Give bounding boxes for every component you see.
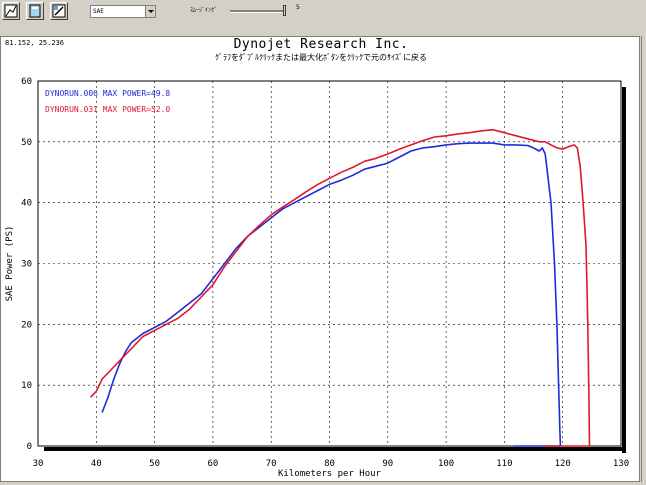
smoothing-label: ｽﾑｰｼﾞｲﾝｸﾞ — [190, 7, 218, 14]
settings-icon — [52, 4, 66, 18]
plot-shadow-right — [622, 87, 626, 453]
series-line-2 — [89, 128, 591, 447]
y-tick-label: 40 — [21, 199, 32, 209]
plot-shadow-bottom — [44, 447, 625, 451]
correction-select[interactable]: SAE — [90, 5, 156, 18]
x-tick-label: 40 — [91, 459, 102, 469]
y-tick-label: 10 — [21, 381, 32, 391]
x-tick-label: 60 — [207, 459, 218, 469]
x-tick-label: 30 — [33, 459, 44, 469]
page-subtitle: ｸﾞﾗﾌをﾀﾞﾌﾞﾙｸﾘｯｸまたは最大化ﾎﾞﾀﾝをｸﾘｯｸで元のｻｲｽﾞに戻る — [215, 53, 427, 62]
x-tick-label: 50 — [149, 459, 160, 469]
y-tick-label: 30 — [21, 260, 32, 270]
graph-zoom-button[interactable] — [2, 2, 20, 20]
graph-window[interactable]: 81.152, 25.236 Dynojet Research Inc. ｸﾞﾗ… — [0, 36, 640, 482]
y-tick-label: 60 — [21, 77, 32, 87]
copy-button[interactable] — [26, 2, 44, 20]
smoothing-slider[interactable] — [230, 5, 288, 17]
series-line-1 — [101, 142, 562, 447]
chevron-down-icon[interactable] — [145, 6, 155, 17]
cursor-readout: 81.152, 25.236 — [5, 39, 65, 47]
graph-zoom-icon — [4, 4, 18, 18]
legend-entry-2: DYNORUN.031 MAX POWER=52.0 — [45, 105, 170, 114]
slider-track — [230, 10, 286, 13]
legend-entry-1: DYNORUN.006 MAX POWER=49.8 — [45, 89, 170, 98]
slider-thumb[interactable] — [283, 5, 286, 16]
x-tick-label: 70 — [266, 459, 277, 469]
x-tick-label: 110 — [496, 459, 512, 469]
copy-icon — [29, 4, 41, 18]
toolbar: SAE ｽﾑｰｼﾞｲﾝｸﾞ 5 — [0, 0, 646, 26]
x-tick-label: 120 — [555, 459, 571, 469]
settings-button[interactable] — [50, 2, 68, 20]
x-tick-label: 80 — [324, 459, 335, 469]
scrollbar[interactable] — [641, 36, 646, 482]
x-tick-label: 90 — [382, 459, 393, 469]
y-tick-label: 20 — [21, 320, 32, 330]
correction-select-value: SAE — [93, 8, 104, 15]
chart: 30 40 50 60 70 80 90 100 110 120 130 0 10 20 30 40 50 60 K… — [5, 77, 629, 479]
y-axis-label: SAE Power (PS) — [5, 226, 15, 302]
y-tick-label: 0 — [27, 442, 32, 452]
y-tick-label: 50 — [21, 138, 32, 148]
x-tick-label: 130 — [613, 459, 629, 469]
page-title: Dynojet Research Inc. — [233, 37, 409, 52]
smoothing-value: 5 — [296, 4, 300, 11]
x-tick-label: 100 — [438, 459, 454, 469]
x-axis-label: Kilometers per Hour — [278, 469, 382, 479]
